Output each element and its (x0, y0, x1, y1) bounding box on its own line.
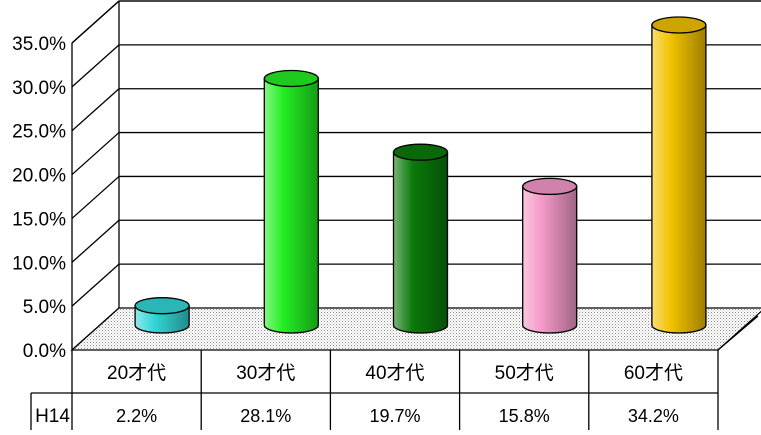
data-label: 28.1% (240, 406, 291, 426)
bar (522, 177, 578, 334)
bar-top (134, 297, 190, 315)
gridline-side (71, 44, 120, 88)
bar (392, 143, 449, 334)
y-axis-ticks: 0.0% 5.0% 10.0% 15.0% 20.0% 25.0% 30.0% 35.0% (12, 34, 66, 362)
bar-body (522, 185, 578, 334)
category-label: 20才代 (107, 362, 166, 384)
series-label: H14 (35, 406, 70, 427)
y-tick-label: 0.0% (23, 341, 66, 362)
category-label: 40才代 (365, 362, 424, 384)
category-label: 50才代 (495, 362, 554, 384)
data-label: 2.2% (116, 406, 157, 426)
gridline-side (71, 88, 120, 132)
y-tick-label: 20.0% (12, 166, 66, 187)
bar-body (392, 151, 449, 334)
y-tick-label: 25.0% (12, 122, 66, 143)
bar-body (263, 77, 319, 334)
data-label: 34.2% (628, 406, 679, 426)
y-tick-label: 30.0% (12, 78, 66, 99)
gridline-side (71, 0, 120, 44)
data-label: 19.7% (369, 406, 420, 426)
category-label: 30才代 (236, 362, 295, 384)
bar (134, 297, 190, 334)
bar-body (651, 24, 707, 334)
bar (651, 16, 707, 334)
data-table: H14 20才代 2.2% 30才代 28.1% 40才代 19.7% 50才代 15.8% 60… (30, 315, 759, 430)
gridline-side (71, 263, 120, 307)
bars (134, 16, 707, 334)
y-tick-label: 5.0% (23, 297, 66, 318)
y-tick-label: 35.0% (12, 34, 66, 55)
bar-top (651, 16, 707, 34)
category-label: 60才代 (624, 362, 683, 384)
y-tick-label: 10.0% (12, 253, 66, 274)
bar-top (263, 69, 319, 88)
gridline-side (71, 219, 120, 263)
bar (263, 69, 319, 334)
floor-right-edge (717, 315, 759, 351)
bar-top (522, 177, 578, 196)
gridline-side (71, 132, 120, 176)
gridline-side (71, 175, 120, 219)
bar-top (392, 143, 449, 161)
data-label: 15.8% (499, 406, 550, 426)
y-tick-label: 15.0% (12, 209, 66, 230)
